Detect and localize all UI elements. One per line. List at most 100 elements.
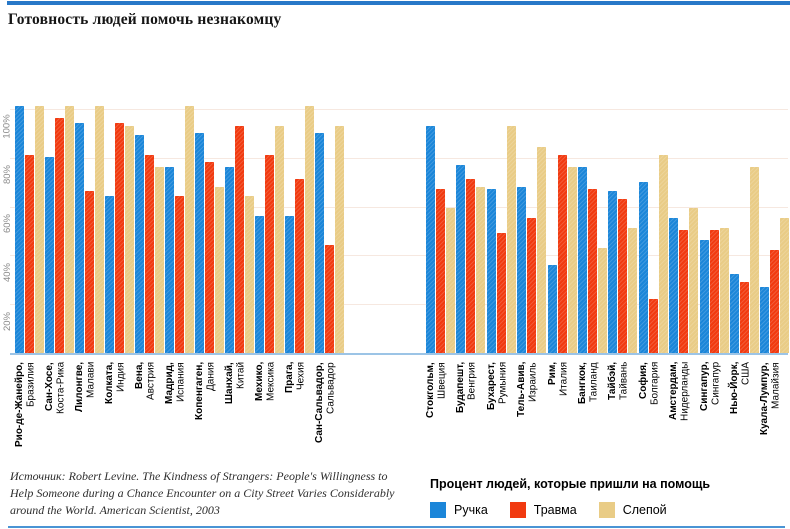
x-axis-city-label: Будапешт, Венгрия	[455, 362, 485, 465]
bar-injury	[557, 154, 567, 353]
city-name: Сингапур,	[698, 362, 710, 412]
y-axis-tick-label: 80%	[0, 160, 14, 190]
bar-pen	[486, 188, 496, 353]
country-name: Израиль	[527, 362, 539, 402]
bar-blind	[446, 208, 455, 353]
bar-blind	[719, 228, 729, 353]
y-axis-tick-label: 100%	[0, 111, 14, 141]
city-name: Колката,	[104, 362, 115, 405]
legend: Процент людей, которые пришли на помощь …	[430, 477, 710, 518]
bar-pen	[456, 164, 466, 353]
country-name: Дания	[205, 362, 217, 391]
x-axis-city-label: Мадрид, Испания	[164, 362, 194, 465]
legend-item: Ручка	[430, 502, 488, 518]
bar-injury	[496, 232, 506, 353]
city-name: София,	[637, 362, 649, 399]
bar-blind	[598, 247, 607, 353]
bar-injury	[265, 154, 274, 353]
country-name: Испания	[175, 362, 187, 402]
bar-pen	[517, 186, 527, 353]
bar-blind	[185, 106, 194, 353]
gridline	[10, 157, 788, 159]
country-name: Тайвань	[618, 362, 630, 401]
country-name: Индия	[115, 362, 127, 392]
bar-pen	[730, 274, 739, 353]
bar-injury	[295, 179, 304, 353]
bar-pen	[105, 196, 114, 353]
source-note: Источник: Robert Levine. The Kindness of…	[10, 468, 410, 519]
city-name: Лилонгве,	[74, 362, 85, 413]
city-name: Мехико,	[254, 362, 265, 402]
city-name: Сан-Сальвадор,	[314, 362, 325, 443]
y-axis-tick-label: 40%	[0, 257, 14, 287]
bar-blind	[537, 147, 547, 353]
y-tick-text: 60%	[1, 214, 13, 234]
country-name: Таиланд	[588, 362, 600, 402]
bar-blind	[750, 167, 759, 353]
x-axis-city-label: Нью-Йорк, США	[729, 362, 759, 465]
country-name: Румыния	[497, 362, 509, 405]
bar-pen	[547, 264, 557, 353]
country-name: Коста-Рика	[55, 362, 67, 415]
bar-pen	[699, 240, 709, 353]
gridline	[10, 206, 788, 208]
x-axis-city-label: Сан-Сальвадор, Сальвадор	[314, 362, 344, 465]
legend-item: Травма	[509, 502, 577, 518]
bar-injury	[115, 123, 124, 353]
bar-pen	[135, 135, 144, 353]
gridline	[10, 304, 788, 306]
legend-swatch-pen	[430, 502, 446, 518]
country-name: Венгрия	[466, 362, 478, 400]
bar-injury	[55, 118, 64, 353]
country-name: Сингапур	[710, 362, 722, 406]
country-name: Мексика	[265, 362, 277, 402]
country-name: США	[740, 362, 752, 386]
city-name: Куала-Лумпур,	[759, 362, 771, 435]
x-axis-city-label: Сингапур, Сингапур	[699, 362, 729, 465]
city-name: Стокгольм,	[425, 362, 436, 418]
bar-injury	[588, 188, 597, 353]
x-axis-city-label: Тель-Авив, Израиль	[516, 362, 546, 465]
bar-pen	[760, 286, 770, 353]
country-name: Сальвадор	[325, 362, 337, 414]
legend-label: Ручка	[454, 503, 488, 517]
country-name: Малайзия	[770, 362, 782, 409]
y-axis-tick-label: 20%	[0, 306, 14, 336]
bar-pen	[315, 132, 324, 353]
bar-injury	[25, 154, 34, 353]
x-axis-city-label: Бангкок, Таиланд	[577, 362, 607, 465]
x-axis-city-label: Стокгольм, Швеция	[425, 362, 455, 465]
city-name: Копенгаген,	[194, 362, 205, 421]
bar-injury	[679, 230, 689, 353]
bar-blind	[506, 125, 516, 353]
gridline	[10, 109, 788, 110]
bar-injury	[740, 281, 749, 353]
city-name: Тайбэй,	[607, 362, 619, 401]
city-name: Шанхай,	[224, 362, 235, 404]
top-rule	[7, 1, 790, 5]
y-tick-text: 20%	[1, 311, 13, 331]
city-name: Сан-Хосе,	[44, 362, 55, 411]
source-line: Источник: Robert Levine. The Kindness of…	[10, 469, 388, 483]
bar-pen	[45, 157, 54, 353]
x-axis-city-label: Амстердам, Нидерланды	[668, 362, 698, 465]
country-name: Китай	[235, 362, 247, 390]
bar-blind	[476, 186, 486, 353]
legend-title: Процент людей, которые пришли на помощь	[430, 477, 711, 491]
city-name: Будапешт,	[455, 362, 467, 414]
bar-blind	[305, 106, 314, 353]
x-axis-city-label: Мехико, Мексика	[254, 362, 284, 465]
bar-pen	[608, 191, 618, 353]
x-axis-line	[10, 353, 788, 355]
y-tick-text: 80%	[1, 165, 13, 185]
bar-blind	[215, 186, 224, 353]
x-axis-city-label: Лилонгве, Малави	[74, 362, 104, 465]
bar-pen	[285, 215, 294, 353]
bar-blind	[628, 228, 638, 353]
bar-blind	[65, 106, 74, 353]
bar-blind	[245, 196, 254, 353]
bar-pen	[638, 181, 648, 353]
x-axis-city-label: София, Болгария	[638, 362, 668, 465]
page-title: Готовность людей помочь незнакомцу	[8, 11, 282, 28]
